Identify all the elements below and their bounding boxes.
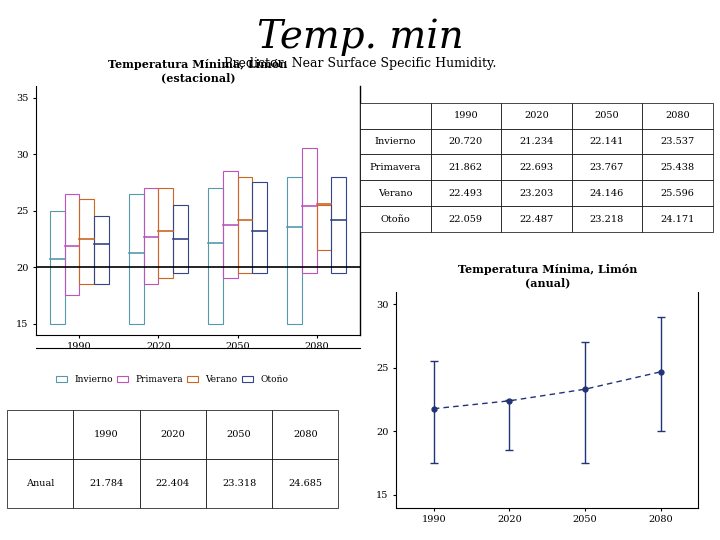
- Bar: [129, 194, 144, 323]
- Bar: [252, 183, 267, 273]
- Bar: [317, 205, 331, 250]
- Bar: [50, 211, 65, 323]
- Bar: [331, 177, 346, 273]
- Title: Temperatura Mínima, Limón
(anual): Temperatura Mínima, Limón (anual): [457, 264, 637, 288]
- Bar: [94, 216, 109, 284]
- Text: Temp. min: Temp. min: [257, 19, 463, 56]
- Text: Predictor: Near Surface Specific Humidity.: Predictor: Near Surface Specific Humidit…: [224, 57, 496, 70]
- Bar: [174, 205, 188, 273]
- Bar: [144, 188, 158, 284]
- Bar: [65, 194, 79, 295]
- Bar: [287, 177, 302, 323]
- Title: Temperatura Mínima, Limón
(estacional): Temperatura Mínima, Limón (estacional): [108, 59, 288, 83]
- Bar: [302, 148, 317, 273]
- Bar: [158, 188, 174, 278]
- Bar: [79, 199, 94, 284]
- Bar: [238, 177, 252, 273]
- Bar: [222, 171, 238, 278]
- Bar: [208, 188, 222, 323]
- Legend: Invierno, Primavera, Verano, Otoño: Invierno, Primavera, Verano, Otoño: [55, 374, 289, 385]
